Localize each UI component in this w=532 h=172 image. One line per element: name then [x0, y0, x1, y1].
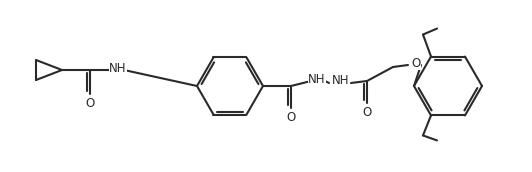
Text: O: O [85, 96, 95, 110]
Text: O: O [411, 56, 421, 69]
Text: NH: NH [332, 73, 350, 87]
Text: NH: NH [109, 62, 127, 74]
Text: O: O [286, 110, 296, 123]
Text: O: O [362, 105, 372, 119]
Text: NH: NH [308, 73, 326, 85]
